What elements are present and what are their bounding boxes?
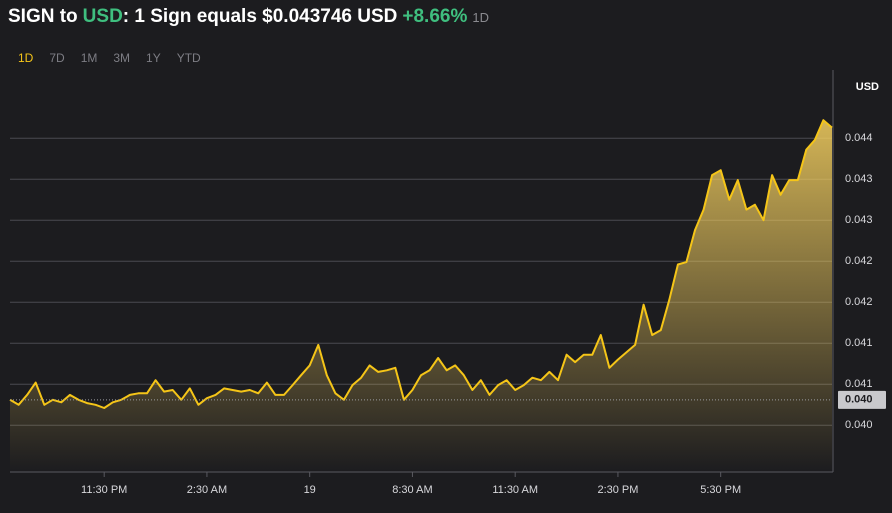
x-tick-label: 11:30 AM: [492, 484, 538, 496]
y-tick-label: 0.044: [845, 132, 873, 144]
title-quote[interactable]: USD: [82, 6, 123, 27]
y-tick-label: 0.042: [845, 255, 873, 267]
x-tick-label: 19: [304, 484, 316, 496]
range-button[interactable]: 1M: [80, 51, 98, 65]
y-tick-label: 0.043: [845, 214, 873, 226]
y-unit: USD: [856, 81, 879, 93]
range-button[interactable]: YTD: [176, 51, 201, 65]
area: [10, 120, 832, 472]
y-tick-label: 0.041: [845, 378, 873, 390]
x-tick-label: 2:30 AM: [187, 484, 227, 496]
reference-box: [838, 390, 886, 409]
range-button[interactable]: 7D: [49, 51, 65, 65]
y-tick-label: 0.042: [845, 296, 873, 308]
x-tick-label: 5:30 PM: [700, 484, 741, 496]
title-base: SIGN to: [8, 6, 78, 27]
title-period: 1D: [472, 10, 489, 25]
range-button[interactable]: 1D: [18, 51, 34, 65]
title: SIGN to USD: 1 Sign equals $0.043746 USD +…: [8, 6, 489, 28]
range-button[interactable]: 3M: [113, 51, 131, 65]
x-tick-label: 11:30 PM: [81, 484, 127, 496]
y-tick-label: 0.041: [845, 337, 873, 349]
x-tick-label: 8:30 AM: [392, 484, 432, 496]
y-tick-label: 0.043: [845, 173, 873, 185]
reference-label: 0.040: [845, 394, 873, 406]
range-selector: 1D 7D 1M 3M 1Y YTD: [10, 51, 209, 65]
y-tick-label: 0.040: [845, 419, 873, 431]
title-text: : 1 Sign equals $0.043746 USD: [122, 6, 398, 27]
title-change: +8.66%: [402, 6, 468, 27]
price-line: [9, 119, 833, 409]
range-button[interactable]: 1Y: [146, 51, 161, 65]
x-tick-label: 2:30 PM: [597, 484, 638, 496]
